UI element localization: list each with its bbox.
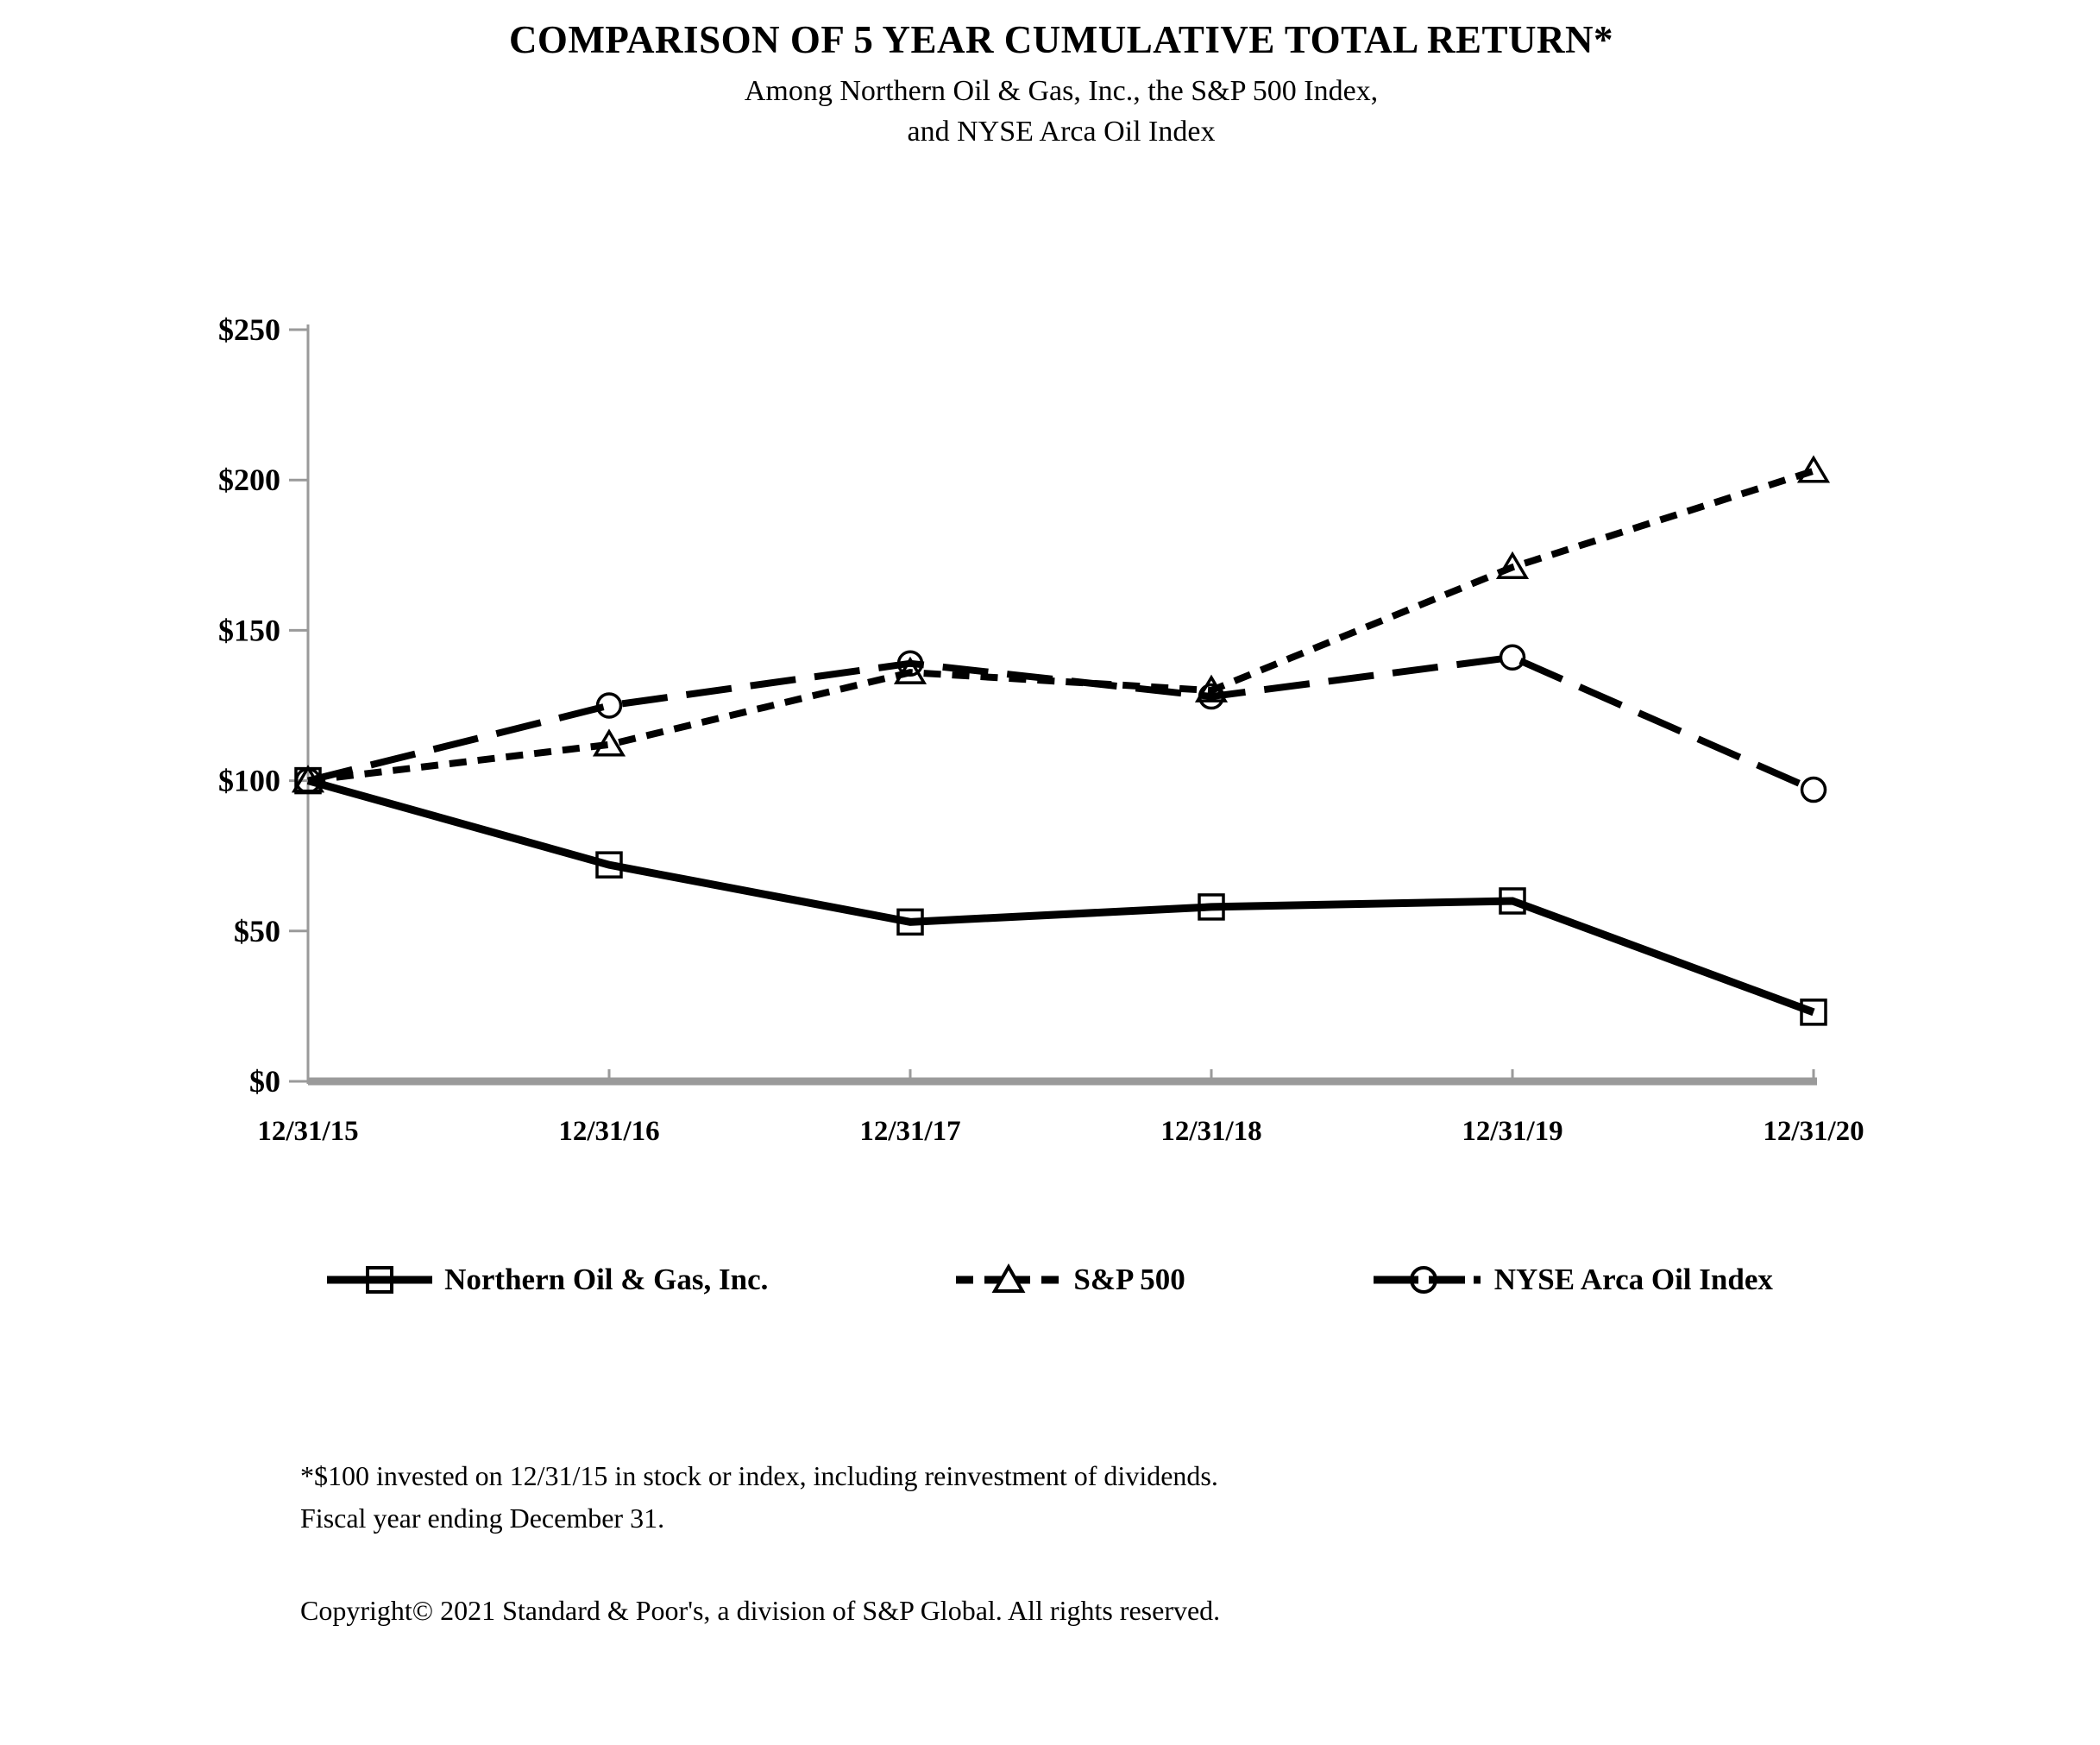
data-point-square-marker — [1198, 893, 1225, 921]
footnote-line2: Fiscal year ending December 31. — [300, 1502, 665, 1534]
data-point-circle-marker — [1198, 683, 1225, 710]
y-axis-tick-label: $0 — [249, 1064, 280, 1099]
y-axis-tick-label: $100 — [218, 764, 280, 798]
chart-legend: Northern Oil & Gas, Inc. S&P 500 NYSE Ar… — [0, 1262, 2100, 1298]
data-point-triangle-marker — [1495, 551, 1530, 579]
chart-title: COMPARISON OF 5 YEAR CUMULATIVE TOTAL RE… — [508, 18, 1614, 61]
x-axis-tick-label: 12/31/17 — [859, 1116, 960, 1147]
legend-label-sp500: S&P 500 — [1073, 1263, 1185, 1296]
copyright-line: Copyright© 2021 Standard & Poor's, a div… — [300, 1595, 1221, 1626]
data-point-triangle-marker — [592, 728, 626, 757]
solid-line-square-marker-icon — [327, 1266, 433, 1294]
data-point-triangle-marker — [1796, 455, 1831, 483]
data-point-square-marker — [1499, 887, 1526, 915]
footnote-block: *$100 invested on 12/31/15 in stock or i… — [300, 1455, 1218, 1540]
data-point-square-marker — [1800, 998, 1827, 1026]
legend-label-nyse-arca-oil: NYSE Arca Oil Index — [1493, 1263, 1773, 1296]
x-axis-tick-label: 12/31/15 — [257, 1116, 358, 1147]
series-line-circle — [307, 653, 1815, 793]
data-point-circle-marker — [1800, 776, 1827, 803]
long-dash-line-circle-marker-icon — [1373, 1266, 1482, 1294]
x-axis-tick-label: 12/31/18 — [1160, 1116, 1261, 1147]
x-axis-tick-label: 12/31/20 — [1763, 1116, 1864, 1147]
legend-item-nyse-arca-oil: NYSE Arca Oil Index — [1373, 1262, 1773, 1298]
data-point-circle-marker — [595, 692, 623, 719]
y-axis-tick-label: $200 — [218, 463, 280, 497]
footnote-line1: *$100 invested on 12/31/15 in stock or i… — [300, 1460, 1218, 1491]
chart-subtitle: Among Northern Oil & Gas, Inc., the S&P … — [0, 71, 2100, 152]
series-line-triangle — [307, 467, 1815, 784]
x-axis-tick-label: 12/31/16 — [558, 1116, 659, 1147]
series-line-square — [306, 777, 1815, 1017]
legend-item-sp500: S&P 500 — [956, 1262, 1185, 1298]
chart-subtitle-line2: and NYSE Arca Oil Index — [907, 116, 1216, 148]
data-point-circle-marker — [1499, 644, 1526, 671]
dotted-line-triangle-marker-icon — [956, 1263, 1062, 1293]
data-point-square-marker — [595, 851, 623, 879]
x-axis-tick-label: 12/31/19 — [1462, 1116, 1562, 1147]
y-axis-tick-label: $250 — [218, 312, 280, 347]
y-axis-tick-label: $50 — [234, 914, 280, 948]
data-point-square-marker — [896, 908, 924, 936]
data-point-circle-marker — [896, 650, 924, 677]
legend-item-northern-oil-gas: Northern Oil & Gas, Inc. — [327, 1262, 768, 1298]
legend-label-northern-oil-gas: Northern Oil & Gas, Inc. — [444, 1263, 769, 1296]
y-axis-tick-label: $150 — [218, 613, 280, 647]
data-point-square-marker — [294, 766, 322, 795]
data-point-triangle-marker — [1194, 674, 1229, 702]
chart-subtitle-line1: Among Northern Oil & Gas, Inc., the S&P … — [744, 75, 1379, 107]
